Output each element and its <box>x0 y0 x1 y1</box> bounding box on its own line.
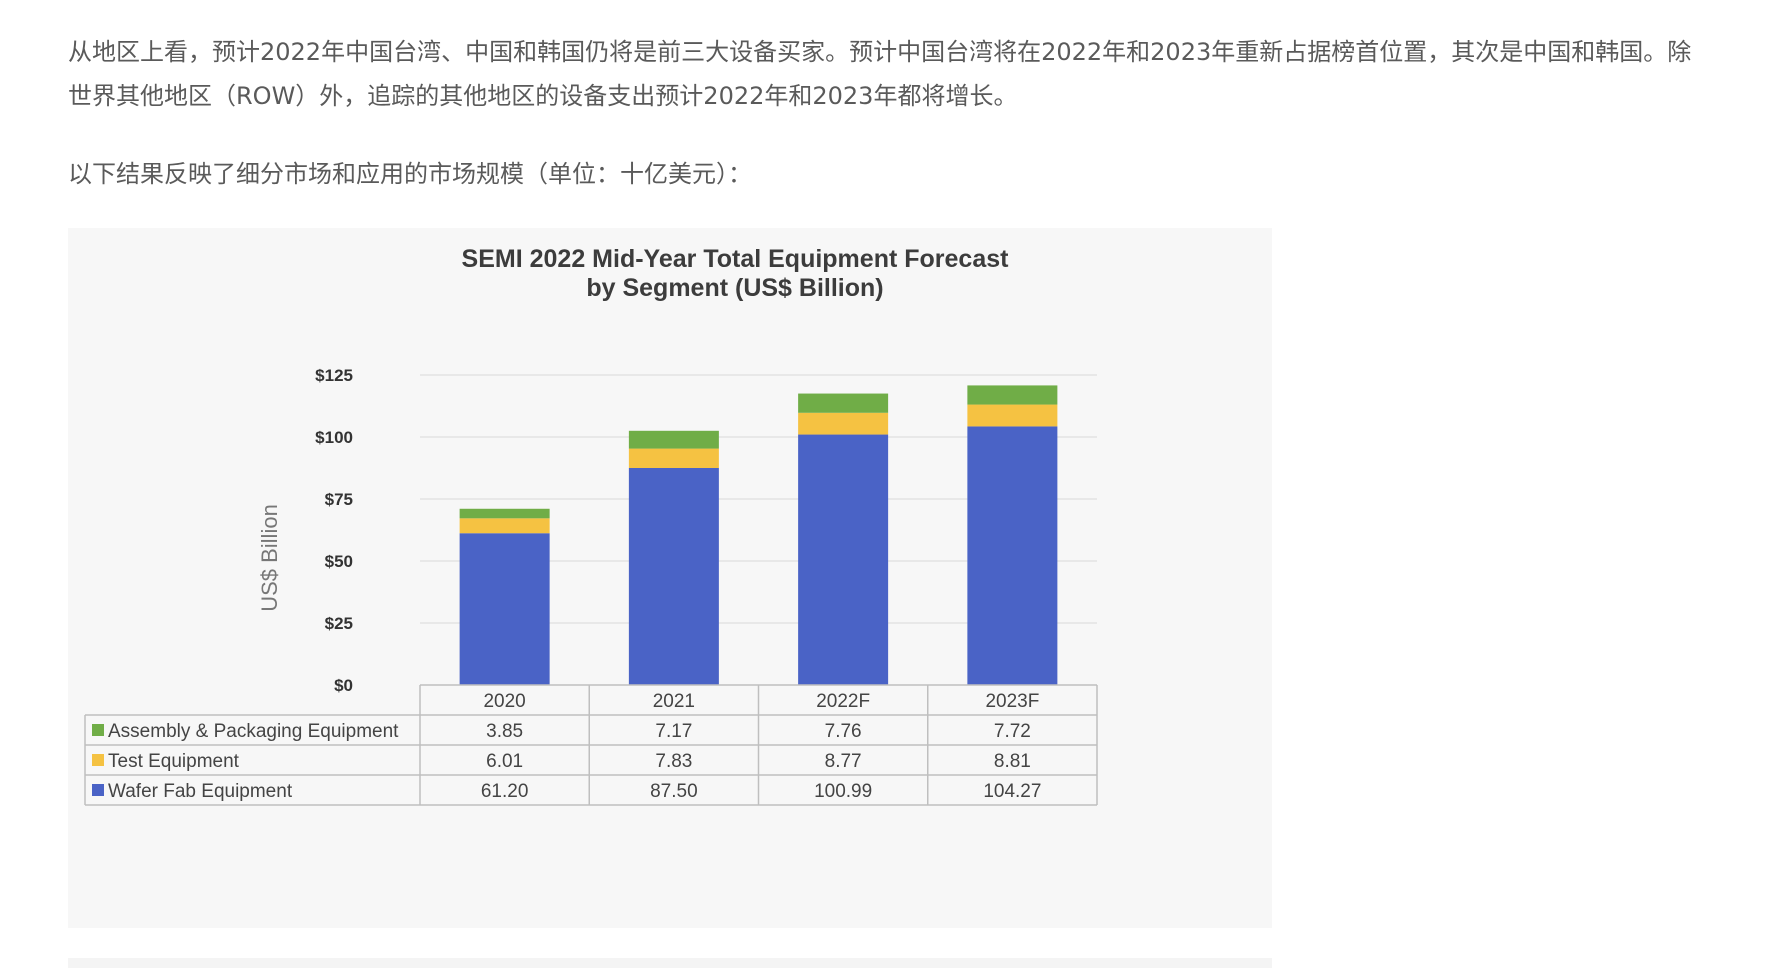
bar-segment-test-equipment <box>798 412 889 435</box>
chart-title-line2: by Segment (US$ Billion) <box>586 274 883 302</box>
y-tick-label: $50 <box>325 552 353 571</box>
data-value-label: 7.72 <box>994 721 1031 742</box>
article-paragraph-intro: 以下结果反映了细分市场和应用的市场规模（单位：十亿美元）： <box>68 160 752 188</box>
bar-segment-assembly-packaging-equipment <box>798 393 889 413</box>
bar-segment-assembly-packaging-equipment <box>967 385 1058 405</box>
bar-segment-assembly-packaging-equipment <box>459 508 550 519</box>
legend-swatch <box>92 754 104 766</box>
data-value-label: 7.83 <box>655 751 692 772</box>
legend-series-name: Assembly & Packaging Equipment <box>108 721 399 742</box>
y-tick-label: $100 <box>315 428 353 447</box>
data-value-label: 7.76 <box>825 721 862 742</box>
data-value-label: 6.01 <box>486 751 523 772</box>
bar-segment-wafer-fab-equipment <box>798 434 889 685</box>
legend-series-name: Test Equipment <box>108 751 240 772</box>
bar-segment-test-equipment <box>628 448 719 468</box>
category-label: 2020 <box>483 691 525 712</box>
data-value-label: 87.50 <box>650 781 698 802</box>
y-axis-label: US$ Billion <box>257 504 282 612</box>
bar-segment-assembly-packaging-equipment <box>628 430 719 449</box>
bar-segment-test-equipment <box>967 404 1058 427</box>
data-value-label: 100.99 <box>814 781 872 802</box>
bar-segment-wafer-fab-equipment <box>459 533 550 685</box>
y-tick-label: $75 <box>325 490 353 509</box>
y-tick-label: $25 <box>325 614 353 633</box>
data-value-label: 3.85 <box>486 721 523 742</box>
equipment-forecast-chart: SEMI 2022 Mid-Year Total Equipment Forec… <box>84 245 1098 806</box>
category-label: 2021 <box>653 691 695 712</box>
data-value-label: 8.81 <box>994 751 1031 772</box>
data-value-label: 8.77 <box>825 751 862 772</box>
category-label: 2023F <box>985 691 1039 712</box>
bar-segment-test-equipment <box>459 518 550 534</box>
y-tick-label: $0 <box>334 676 353 695</box>
article-paragraph-region: 从地区上看，预计2022年中国台湾、中国和韩国仍将是前三大设备买家。预计中国台湾… <box>68 38 1692 110</box>
legend-swatch <box>92 724 104 736</box>
chart-title-line1: SEMI 2022 Mid-Year Total Equipment Forec… <box>462 245 1010 273</box>
data-value-label: 7.17 <box>655 721 692 742</box>
data-value-label: 104.27 <box>983 781 1041 802</box>
next-section-strip <box>68 958 1272 968</box>
legend-swatch <box>92 784 104 796</box>
bar-segment-wafer-fab-equipment <box>967 426 1058 685</box>
legend-series-name: Wafer Fab Equipment <box>108 781 293 802</box>
bar-segment-wafer-fab-equipment <box>628 468 719 685</box>
category-label: 2022F <box>816 691 870 712</box>
chart-container: SEMI 2022 Mid-Year Total Equipment Forec… <box>68 228 1272 928</box>
data-value-label: 61.20 <box>481 781 529 802</box>
y-tick-label: $125 <box>315 366 353 385</box>
